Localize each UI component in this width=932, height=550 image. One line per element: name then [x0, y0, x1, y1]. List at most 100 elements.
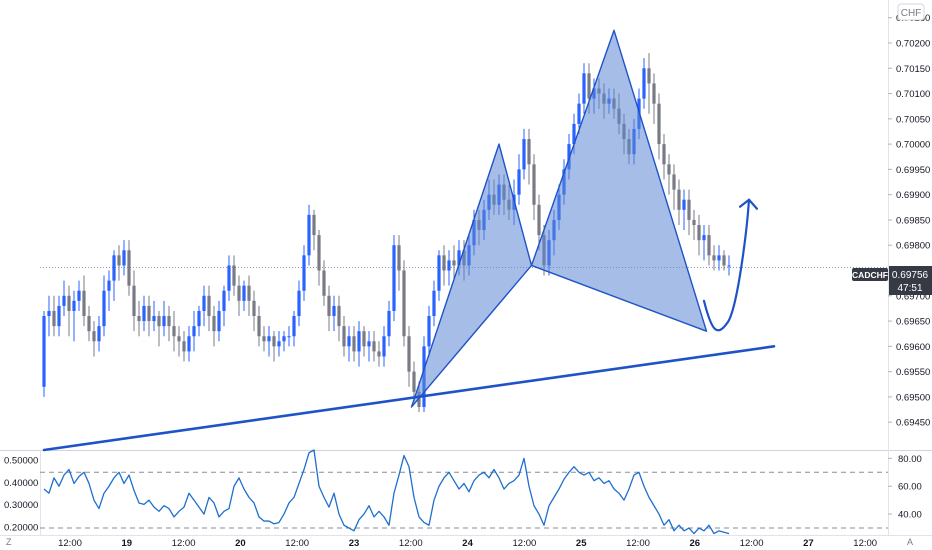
price-tick-label: 0.69450: [896, 418, 930, 429]
rsi-left-tick-label: 0.20000: [4, 523, 38, 534]
time-tick-label: 12:00: [513, 538, 537, 549]
candle-body: [327, 295, 331, 317]
candle-body: [587, 73, 591, 99]
candle-body: [712, 255, 716, 261]
rsi-right-tick-label: 80.00: [898, 454, 922, 465]
candle-body: [677, 189, 681, 210]
candle-body: [197, 310, 201, 327]
candle-body: [182, 341, 186, 352]
rsi-left-axis[interactable]: 0.50000 0.40000 0.30000 0.20000: [4, 456, 38, 534]
rsi-left-tick-label: 0.50000: [4, 456, 38, 467]
candle-body: [77, 290, 81, 301]
candle-body: [62, 295, 66, 306]
rsi-line: [43, 449, 730, 535]
candle-body: [137, 316, 141, 322]
pattern-triangle-xab[interactable]: [410, 143, 533, 408]
candle-body: [332, 305, 336, 317]
currency-tag[interactable]: [897, 3, 925, 21]
rsi-left-tick-label: 0.30000: [4, 500, 38, 511]
candle-body: [527, 139, 531, 165]
candle-body: [222, 290, 226, 311]
price-tick-label: 0.70000: [896, 140, 930, 151]
projection-arrow[interactable]: [702, 198, 751, 332]
time-tick-label: 12:00: [285, 538, 309, 549]
candle-body: [442, 255, 446, 271]
candle-body: [522, 139, 526, 170]
candle-body: [412, 371, 416, 392]
candle-body: [282, 336, 286, 342]
harmonic-pattern[interactable]: [410, 29, 708, 408]
candle-body: [122, 250, 126, 266]
time-axis[interactable]: 12:00 19 12:00 20 12:00 23 12:00 24 12:00 25 12:00…: [58, 538, 877, 549]
candle-body: [177, 336, 181, 342]
candle-body: [342, 326, 346, 347]
projection-arrow-head[interactable]: [738, 198, 759, 210]
time-tick-label: 12:00: [172, 538, 196, 549]
candle-body: [382, 336, 386, 357]
candle-body: [217, 310, 221, 332]
candle-body: [187, 336, 191, 352]
candle-body: [72, 300, 76, 311]
support-trendline[interactable]: [42, 345, 776, 452]
candle-body: [267, 336, 271, 342]
pattern-triangle-bcd[interactable]: [530, 29, 708, 332]
candle-body: [672, 174, 676, 190]
candle-body: [237, 285, 241, 301]
candle-body: [52, 310, 56, 327]
auto-scale-button[interactable]: A: [907, 537, 913, 547]
candle-body: [407, 336, 411, 372]
time-tick-label: 26: [690, 538, 701, 549]
timezone-corner-label[interactable]: Z: [6, 537, 12, 547]
last-price-badge: [889, 266, 932, 295]
candle-body: [367, 341, 371, 347]
candle-body: [687, 199, 691, 220]
candle-body: [107, 280, 111, 291]
candle-body: [682, 199, 686, 210]
candle-body: [447, 260, 451, 271]
candle-body: [352, 336, 356, 352]
candle-body: [127, 250, 131, 286]
candle-body: [42, 316, 46, 387]
rsi-right-axis[interactable]: 80.00 60.00 40.00: [888, 454, 922, 521]
candle-body: [722, 255, 726, 266]
candle-body: [537, 204, 541, 236]
candle-body: [402, 270, 406, 337]
price-tick-label: 0.70150: [896, 64, 930, 75]
candle-body: [572, 123, 576, 145]
candle-body: [532, 164, 536, 205]
time-tick-label: 12:00: [853, 538, 877, 549]
candle-body: [667, 164, 671, 175]
price-tick-label: 0.69800: [896, 241, 930, 252]
time-tick-label: 23: [349, 538, 360, 549]
candle-body: [642, 68, 646, 99]
candle-body: [702, 235, 706, 241]
candle-body: [437, 255, 441, 291]
candle-body: [277, 341, 281, 347]
candle-body: [132, 285, 136, 317]
symbol-badge: [852, 268, 888, 281]
time-tick-label: 12:00: [399, 538, 423, 549]
candle-body: [157, 316, 161, 327]
candle-body: [162, 316, 166, 327]
candle-body: [302, 255, 306, 291]
candle-body: [207, 295, 211, 317]
time-tick-label: 27: [803, 538, 814, 549]
candle-body: [362, 331, 366, 347]
candle-body: [707, 235, 711, 256]
candle-body: [232, 265, 236, 286]
rsi-right-tick-label: 60.00: [898, 482, 922, 493]
candle-body: [212, 316, 216, 332]
candle-body: [92, 331, 96, 342]
candle-body: [167, 316, 171, 327]
candle-body: [202, 295, 206, 311]
candle-body: [112, 255, 116, 281]
candle-body: [357, 331, 361, 352]
candle-body: [657, 103, 661, 145]
candle-body: [102, 290, 106, 327]
candle-body: [97, 326, 101, 342]
price-tick-label: 0.70050: [896, 114, 930, 125]
candle-body: [337, 305, 341, 327]
time-tick-label: 19: [122, 538, 133, 549]
price-tick-label: 0.69900: [896, 190, 930, 201]
